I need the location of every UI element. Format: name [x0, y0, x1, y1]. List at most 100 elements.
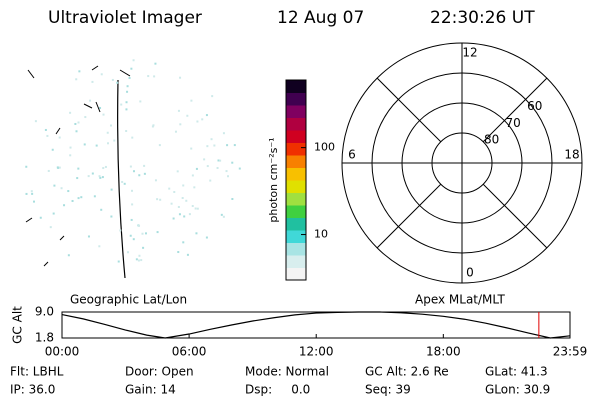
- speckle: [130, 189, 133, 192]
- color-band: [286, 105, 306, 118]
- color-band: [286, 117, 306, 131]
- speckle: [74, 122, 77, 125]
- speckle: [209, 179, 212, 182]
- speckle: [25, 192, 28, 195]
- polar-diagonal: [482, 183, 548, 249]
- speckle: [32, 200, 35, 203]
- speckle: [154, 62, 157, 65]
- speckle: [186, 253, 189, 256]
- color-band: [286, 267, 306, 281]
- speckle: [119, 229, 122, 232]
- dash: [43, 261, 49, 267]
- speckle: [195, 232, 198, 235]
- speckle: [132, 59, 135, 62]
- speckle: [71, 199, 74, 202]
- ring-label: 80: [484, 133, 499, 147]
- speckle: [153, 75, 156, 78]
- speckle: [201, 118, 204, 121]
- speckle: [156, 198, 159, 201]
- status-field: GLon: 30.9: [485, 383, 550, 397]
- speckle: [116, 81, 119, 84]
- speckle: [99, 106, 102, 109]
- speckle: [143, 172, 146, 175]
- speckle: [63, 204, 66, 207]
- speckle: [190, 99, 193, 102]
- color-band: [286, 155, 306, 168]
- speckle: [205, 236, 208, 239]
- speckle: [132, 238, 135, 241]
- dash: [91, 65, 99, 71]
- speckle: [205, 114, 208, 117]
- speckle: [206, 145, 209, 148]
- ring-label: 70: [506, 116, 521, 130]
- speckle: [158, 144, 161, 147]
- polar-diagonal: [376, 77, 442, 143]
- speckle: [238, 167, 241, 170]
- speckle: [172, 217, 175, 220]
- speckle: [211, 95, 214, 98]
- dash: [83, 103, 93, 109]
- speckle: [203, 158, 206, 161]
- speckle: [190, 147, 193, 150]
- speckle: [69, 146, 72, 149]
- status-field: Door: Open: [125, 365, 194, 379]
- colorbar-label: photon cm⁻²s⁻¹: [267, 137, 280, 222]
- dash: [95, 101, 101, 113]
- speckle: [129, 165, 132, 168]
- speckle: [76, 177, 79, 180]
- color-band: [286, 217, 306, 231]
- speckle: [78, 70, 81, 73]
- status-field: GLat: 41.3: [485, 365, 548, 379]
- speckle: [130, 67, 133, 70]
- speckle: [177, 205, 180, 208]
- speckle: [217, 159, 220, 162]
- speckle: [168, 187, 171, 190]
- speckle: [147, 75, 150, 78]
- speckle: [67, 254, 70, 257]
- speckle: [83, 143, 86, 146]
- speckle: [102, 113, 105, 116]
- speckle: [110, 188, 113, 191]
- speckle: [52, 212, 55, 215]
- polar-diagonal: [376, 183, 442, 249]
- speckle: [102, 167, 105, 170]
- speckle: [125, 101, 128, 104]
- speckle: [51, 148, 54, 151]
- color-band: [286, 242, 306, 256]
- speckle: [130, 218, 133, 221]
- speckle: [89, 99, 92, 102]
- speckle: [77, 121, 80, 124]
- speckle: [138, 224, 141, 227]
- x-tick-label: 23:59: [553, 345, 588, 359]
- color-band: [286, 192, 306, 206]
- speckle: [170, 202, 173, 205]
- x-tick-label: 18:00: [426, 345, 461, 359]
- color-band: [286, 92, 306, 106]
- speckle: [91, 80, 94, 83]
- speckle: [138, 254, 141, 257]
- x-tick-label: 00:00: [45, 345, 80, 359]
- polar-diagonal: [482, 77, 548, 143]
- speckle: [219, 159, 222, 162]
- speckle: [206, 165, 209, 168]
- speckle: [220, 213, 223, 216]
- speckle: [185, 199, 188, 202]
- right-label: Apex MLat/MLT: [415, 293, 505, 307]
- speckle: [191, 174, 194, 177]
- status-field: Flt: LBHL: [10, 365, 64, 379]
- speckle: [109, 124, 112, 127]
- speckle: [182, 184, 185, 187]
- hour-label: 6: [348, 148, 356, 162]
- speckle: [117, 260, 120, 263]
- speckle: [100, 73, 103, 76]
- speckle: [77, 197, 80, 200]
- speckle: [111, 78, 114, 81]
- x-tick-label: 12:00: [299, 345, 334, 359]
- speckle: [58, 136, 61, 139]
- date: 12 Aug 07: [277, 8, 364, 28]
- speckle: [142, 246, 145, 249]
- speckle: [91, 172, 94, 175]
- color-band: [286, 130, 306, 143]
- color-band: [286, 255, 306, 268]
